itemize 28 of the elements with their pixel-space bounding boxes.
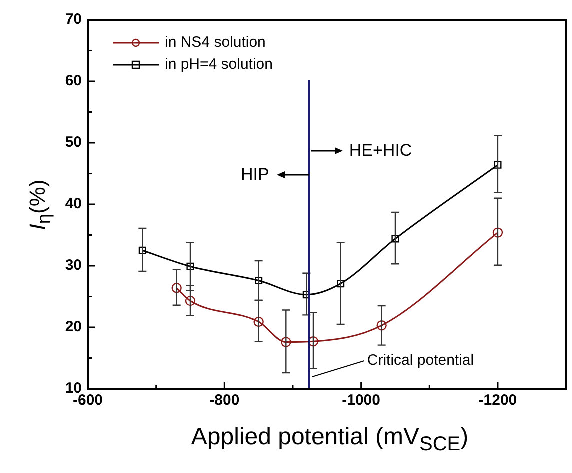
point	[255, 276, 263, 285]
ref-line-label: Critical potential	[367, 352, 474, 370]
point	[494, 161, 502, 169]
point	[172, 283, 182, 294]
x-tick-label: -1200	[478, 392, 518, 410]
point	[492, 228, 504, 238]
point	[392, 235, 400, 243]
point	[376, 320, 387, 331]
x-axis-title: Applied potential (mV$_{SCE}$)	[191, 424, 469, 456]
annotation: HE+HIC	[349, 141, 412, 161]
legend-label: in pH=4 solution	[165, 56, 273, 74]
y-tick-label: 40	[65, 196, 82, 213]
point	[337, 280, 345, 288]
y-tick-label: 20	[65, 318, 82, 336]
y-tick-label: 70	[65, 11, 82, 28]
annotation: HIP	[241, 165, 270, 185]
y-tick-label: 60	[65, 72, 82, 90]
point	[138, 246, 146, 254]
y-tick-label: 50	[65, 134, 82, 152]
y-tick-label: 30	[65, 257, 82, 274]
legend-label: in NS4 solution	[165, 34, 266, 52]
x-tick-label: -1000	[342, 392, 380, 410]
point	[254, 316, 264, 328]
point	[186, 262, 194, 270]
x-tick-label: -800	[210, 392, 240, 410]
point	[281, 337, 292, 348]
point	[185, 296, 196, 306]
point	[302, 291, 310, 299]
